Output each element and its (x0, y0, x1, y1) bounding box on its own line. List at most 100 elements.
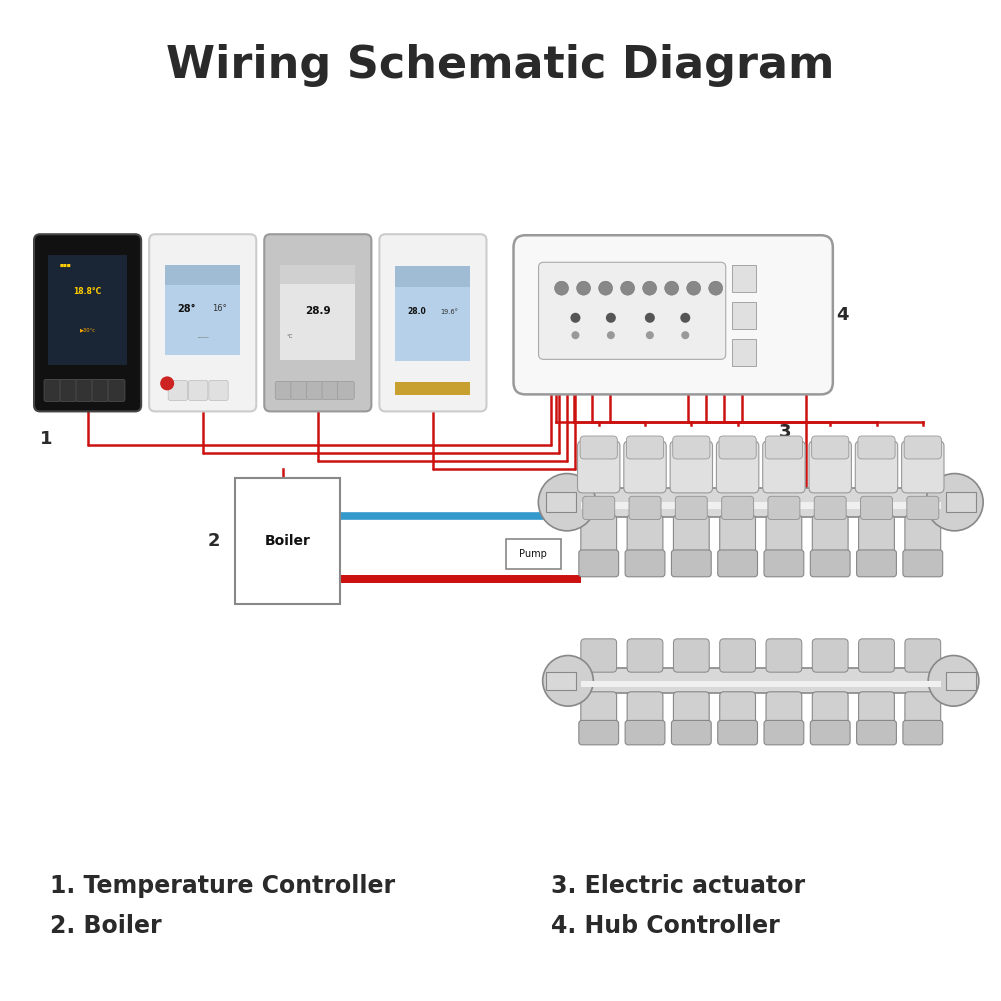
Bar (576, 487, 946, 517)
FancyBboxPatch shape (579, 721, 619, 745)
FancyBboxPatch shape (718, 721, 758, 745)
FancyBboxPatch shape (720, 692, 756, 730)
Circle shape (572, 331, 580, 339)
Bar (546, 672, 576, 690)
FancyBboxPatch shape (907, 496, 939, 520)
FancyBboxPatch shape (583, 496, 615, 520)
FancyBboxPatch shape (670, 441, 713, 492)
Circle shape (160, 376, 174, 390)
Bar (165, 265, 240, 285)
Text: 3: 3 (779, 423, 792, 441)
Bar (506, 539, 561, 569)
Circle shape (645, 312, 655, 322)
Circle shape (607, 331, 615, 339)
FancyBboxPatch shape (903, 550, 943, 577)
Bar (395, 266, 470, 287)
FancyBboxPatch shape (44, 379, 61, 401)
FancyBboxPatch shape (149, 234, 256, 411)
FancyBboxPatch shape (859, 516, 895, 560)
Bar (48, 255, 127, 365)
FancyBboxPatch shape (581, 692, 617, 730)
Text: 19.6°: 19.6° (440, 309, 458, 315)
FancyBboxPatch shape (905, 692, 941, 730)
FancyBboxPatch shape (337, 381, 354, 399)
Circle shape (709, 281, 723, 295)
Text: 1: 1 (40, 430, 52, 448)
Circle shape (646, 331, 654, 339)
FancyBboxPatch shape (673, 436, 710, 459)
FancyBboxPatch shape (718, 550, 758, 577)
FancyBboxPatch shape (672, 721, 711, 745)
Text: Wiring Schematic Diagram: Wiring Schematic Diagram (166, 44, 835, 86)
Circle shape (621, 281, 635, 295)
FancyBboxPatch shape (627, 639, 663, 673)
FancyBboxPatch shape (857, 550, 896, 577)
FancyBboxPatch shape (857, 721, 896, 745)
FancyBboxPatch shape (188, 380, 208, 400)
FancyBboxPatch shape (905, 639, 941, 673)
Text: ■■■: ■■■ (60, 264, 71, 268)
FancyBboxPatch shape (903, 721, 943, 745)
FancyBboxPatch shape (814, 496, 846, 520)
FancyBboxPatch shape (34, 234, 141, 411)
Text: Boiler: Boiler (265, 535, 310, 548)
Circle shape (643, 281, 657, 295)
Bar (395, 266, 470, 361)
FancyBboxPatch shape (209, 380, 228, 400)
FancyBboxPatch shape (578, 441, 620, 492)
FancyBboxPatch shape (812, 639, 848, 673)
Text: 16°: 16° (212, 304, 226, 313)
FancyBboxPatch shape (625, 550, 665, 577)
Circle shape (555, 281, 569, 295)
Bar (546, 492, 576, 513)
Text: °C: °C (286, 334, 292, 339)
FancyBboxPatch shape (720, 516, 756, 560)
FancyBboxPatch shape (627, 436, 664, 459)
FancyBboxPatch shape (861, 496, 893, 520)
FancyBboxPatch shape (291, 381, 307, 399)
Circle shape (599, 281, 613, 295)
FancyBboxPatch shape (717, 441, 759, 492)
FancyBboxPatch shape (766, 436, 803, 459)
Bar (165, 265, 240, 355)
FancyBboxPatch shape (168, 380, 187, 400)
FancyBboxPatch shape (674, 639, 709, 673)
Circle shape (928, 656, 979, 706)
FancyBboxPatch shape (810, 550, 850, 577)
FancyBboxPatch shape (812, 436, 849, 459)
Bar (732, 265, 756, 292)
FancyBboxPatch shape (859, 639, 895, 673)
FancyBboxPatch shape (905, 516, 941, 560)
Text: ────: ──── (197, 335, 208, 339)
Text: Pump: Pump (520, 549, 547, 559)
Circle shape (606, 312, 616, 322)
FancyBboxPatch shape (322, 381, 338, 399)
Bar (732, 339, 756, 366)
Bar (280, 265, 355, 360)
FancyBboxPatch shape (264, 234, 371, 411)
FancyBboxPatch shape (629, 496, 661, 520)
Text: 18.8°C: 18.8°C (73, 287, 102, 296)
FancyBboxPatch shape (624, 441, 667, 492)
FancyBboxPatch shape (627, 692, 663, 730)
Text: 28.0: 28.0 (407, 307, 425, 316)
FancyBboxPatch shape (812, 516, 848, 560)
Bar (946, 672, 976, 690)
Bar (946, 492, 976, 513)
FancyBboxPatch shape (676, 496, 708, 520)
FancyBboxPatch shape (539, 262, 726, 359)
Text: 2: 2 (208, 533, 220, 550)
Bar (395, 382, 470, 395)
FancyBboxPatch shape (764, 550, 804, 577)
Circle shape (543, 656, 594, 706)
Circle shape (687, 281, 701, 295)
Circle shape (926, 473, 983, 531)
FancyBboxPatch shape (108, 379, 125, 401)
Circle shape (539, 473, 596, 531)
Circle shape (577, 281, 591, 295)
FancyBboxPatch shape (764, 721, 804, 745)
FancyBboxPatch shape (855, 441, 898, 492)
FancyBboxPatch shape (60, 379, 77, 401)
FancyBboxPatch shape (858, 436, 895, 459)
Text: 2. Boiler: 2. Boiler (50, 914, 162, 938)
